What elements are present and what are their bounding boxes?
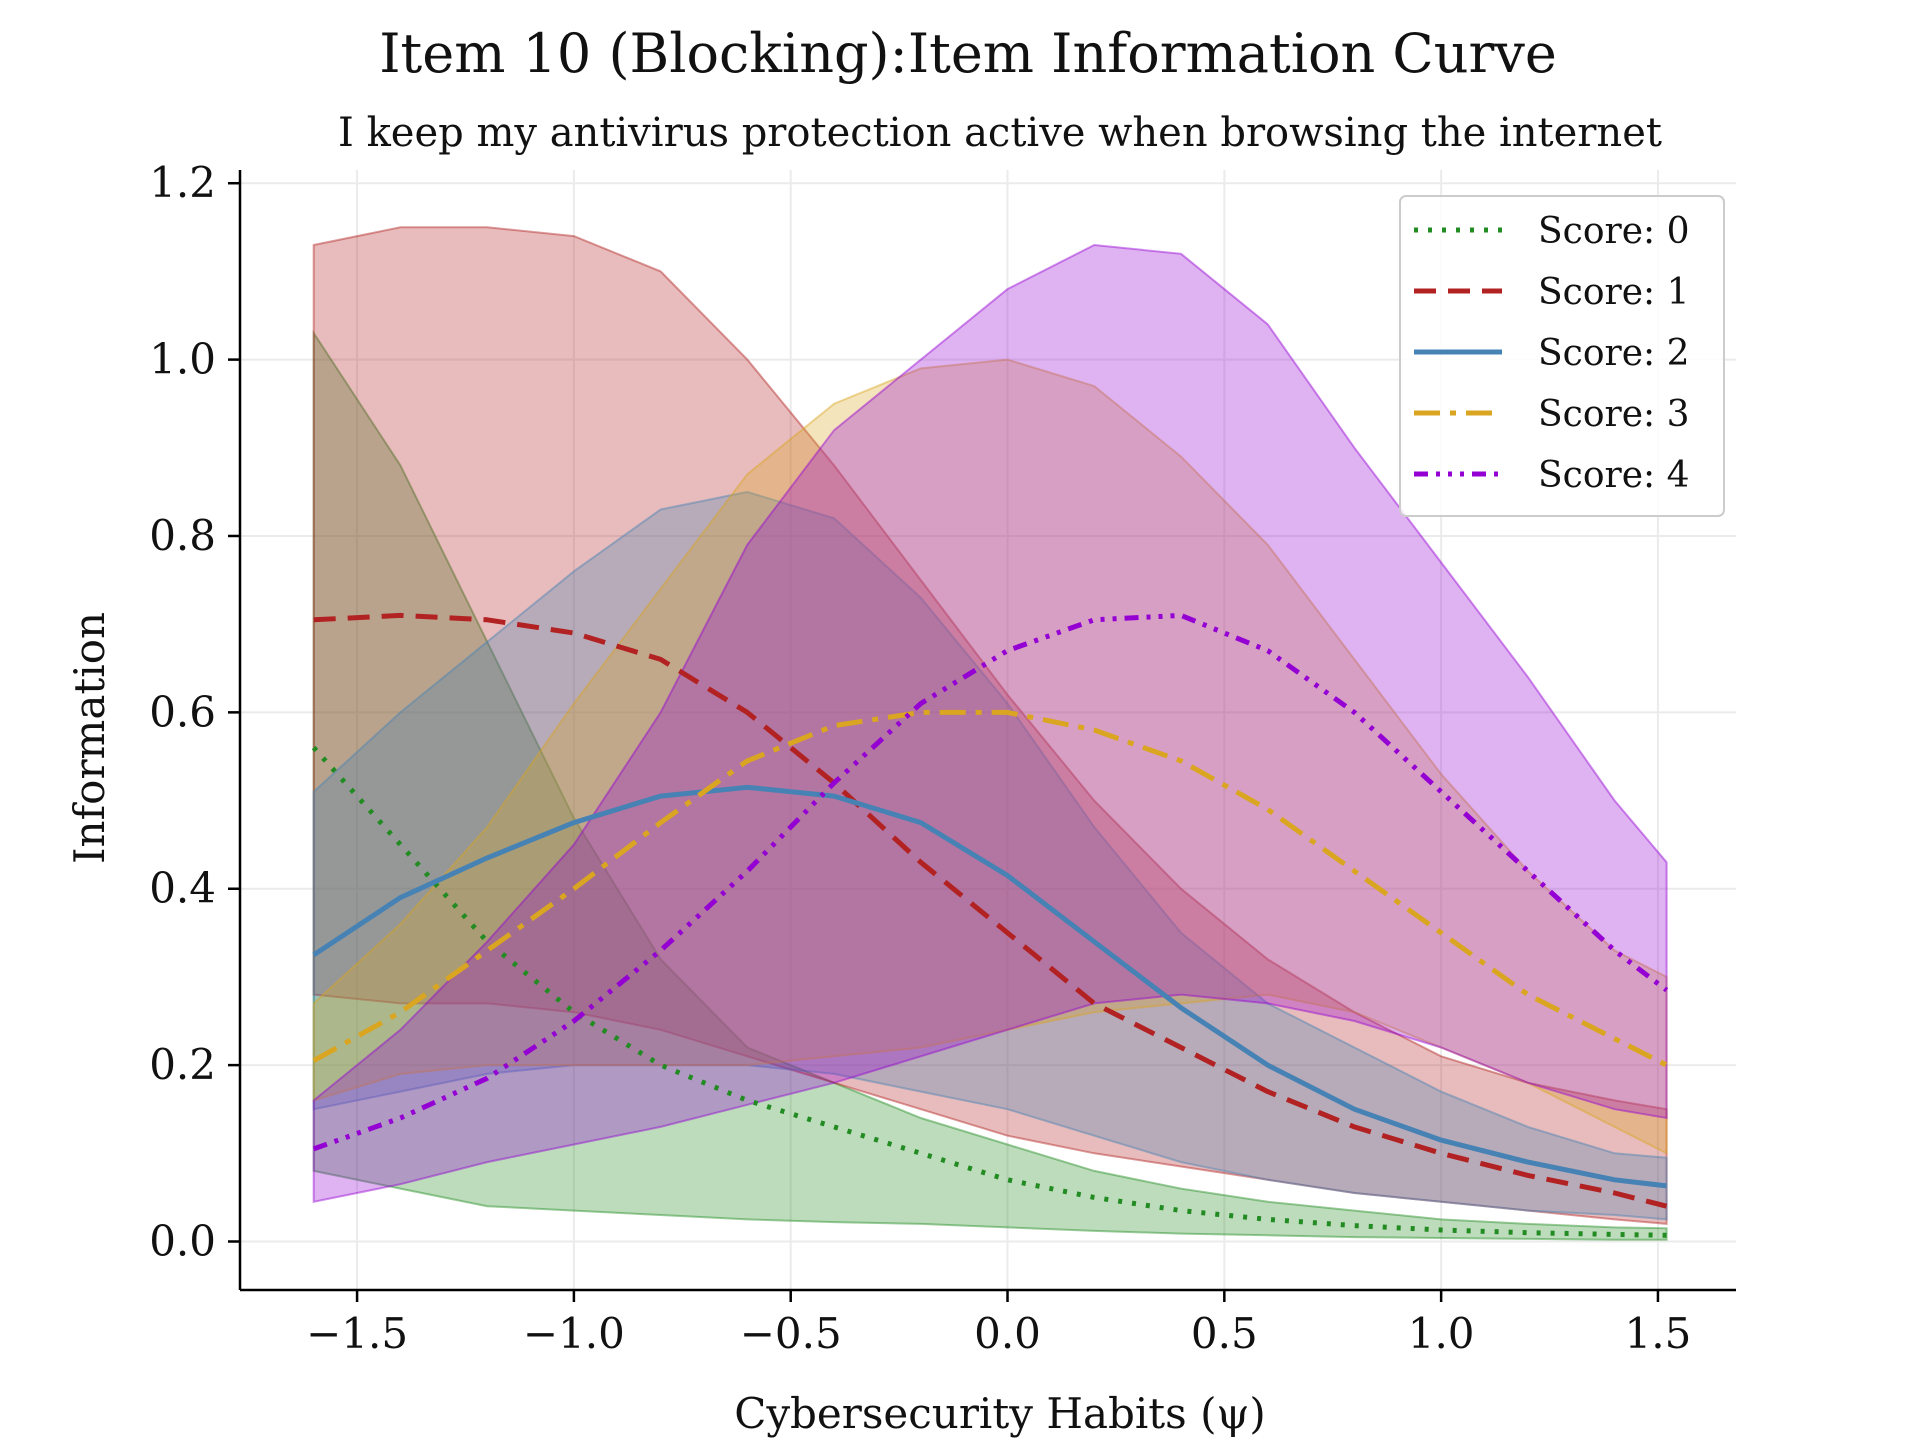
y-tick-label: 0.0 bbox=[149, 1216, 216, 1265]
y-axis-label: Information bbox=[65, 612, 114, 864]
line-score-1 bbox=[313, 612, 1668, 1209]
x-tick-label: −1.5 bbox=[306, 1309, 408, 1358]
line-score-3 bbox=[312, 709, 1668, 1068]
band-score-0 bbox=[312, 329, 1668, 1241]
legend-label-score-1: Score: 1 bbox=[1538, 272, 1690, 313]
y-tick-label: 1.0 bbox=[149, 335, 216, 384]
legend-label-score-0: Score: 0 bbox=[1538, 211, 1690, 252]
legend-label-score-3: Score: 3 bbox=[1538, 394, 1690, 435]
legend: Score: 0 Score: 1 Score: 2 Score: 3 Score: 4 bbox=[1399, 195, 1725, 517]
legend-box bbox=[1399, 195, 1725, 517]
y-tick-label: 0.8 bbox=[149, 511, 216, 560]
legend-label-score-2: Score: 2 bbox=[1538, 333, 1690, 374]
y-tick-label: 1.2 bbox=[149, 158, 216, 207]
line-score-4 bbox=[312, 612, 1669, 1152]
axes bbox=[228, 170, 1736, 1302]
line-score-2 bbox=[312, 784, 1667, 1189]
y-tick-label: 0.6 bbox=[149, 687, 216, 736]
y-tick-label: 0.2 bbox=[149, 1040, 216, 1089]
series-lines bbox=[311, 612, 1669, 1238]
chart-subtitle: I keep my antivirus protection active wh… bbox=[338, 110, 1662, 156]
legend-label-score-4: Score: 4 bbox=[1538, 455, 1690, 496]
x-axis-label: Cybersecurity Habits (ψ) bbox=[734, 1389, 1266, 1438]
x-tick-label: 1.0 bbox=[1408, 1309, 1475, 1358]
confidence-bands bbox=[312, 226, 1668, 1241]
chart-title: Item 10 (Blocking):Item Information Curv… bbox=[379, 22, 1557, 85]
x-tick-label: 0.0 bbox=[974, 1309, 1041, 1358]
line-score-0 bbox=[311, 745, 1667, 1238]
x-tick-label: 0.5 bbox=[1191, 1309, 1258, 1358]
x-tick-label: −1.0 bbox=[523, 1309, 625, 1358]
tick-labels: −1.5 −1.0 −0.5 0.0 0.5 1.0 1.5 0.0 0.2 0.4 0.6 0.8 1… bbox=[149, 158, 1691, 1358]
band-score-3 bbox=[312, 358, 1668, 1155]
x-tick-label: −0.5 bbox=[740, 1309, 842, 1358]
y-tick-label: 0.4 bbox=[149, 864, 216, 913]
x-tick-label: 1.5 bbox=[1625, 1309, 1692, 1358]
band-score-1 bbox=[312, 226, 1668, 1225]
band-score-2 bbox=[312, 490, 1668, 1221]
band-score-4 bbox=[312, 243, 1668, 1204]
